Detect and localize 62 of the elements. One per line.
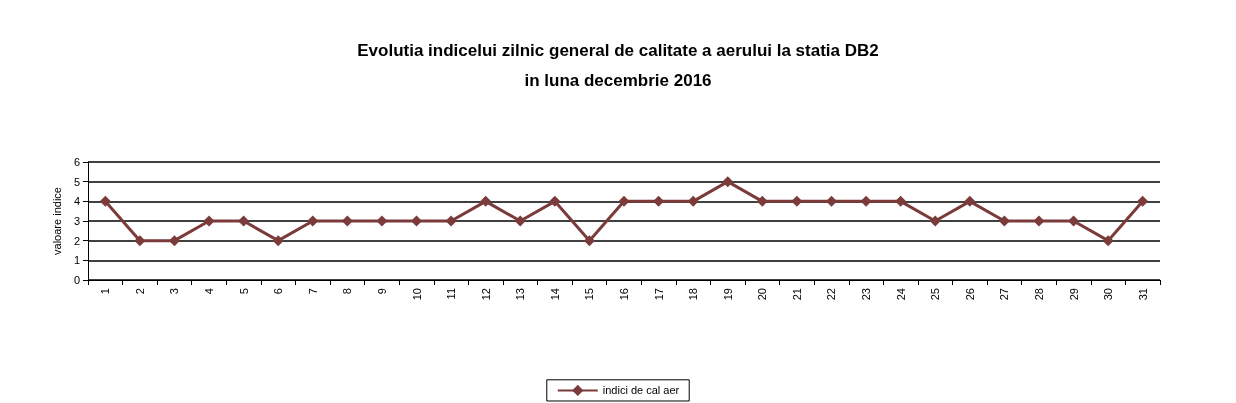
x-tick-label: 29 [1067, 288, 1080, 301]
x-tick-label: 13 [514, 288, 527, 301]
x-tick-label: 20 [756, 288, 769, 301]
x-tick-label: 24 [894, 288, 907, 301]
point [1033, 215, 1045, 227]
point [272, 235, 284, 247]
point [514, 215, 526, 227]
x-tick-label: 21 [790, 288, 803, 301]
x-tick-label: 28 [1032, 288, 1045, 301]
point [134, 235, 146, 247]
point [376, 215, 388, 227]
point [1137, 195, 1149, 207]
y-tick-label: 5 [73, 175, 80, 188]
x-tick-label: 17 [652, 288, 665, 301]
y-tick-label: 4 [73, 195, 80, 208]
x-tick-label: 5 [237, 288, 250, 295]
point [445, 215, 457, 227]
point [99, 195, 111, 207]
x-tick-label: 1 [99, 288, 112, 295]
x-tick-label: 25 [929, 288, 942, 301]
x-tick-label: 10 [410, 288, 423, 301]
point [964, 195, 976, 207]
y-tick-label: 6 [73, 156, 80, 168]
x-tick-label: 14 [548, 288, 561, 301]
x-tick-label: 26 [963, 288, 976, 301]
point [203, 215, 215, 227]
x-tick-label: 18 [687, 288, 700, 301]
point [480, 195, 492, 207]
x-tick-label: 16 [618, 288, 630, 301]
x-tick-label: 4 [203, 288, 216, 295]
point [929, 215, 941, 227]
point [1068, 215, 1080, 227]
x-tick-label: 22 [825, 288, 838, 301]
y-tick-label: 0 [73, 274, 80, 286]
x-tick-label: 30 [1102, 288, 1115, 301]
chart-title: Evolutia indicelui zilnic general de calitate a aerului la statia DB2 in luna decembrie 2016 [357, 40, 879, 90]
point [998, 215, 1010, 227]
x-tick-label: 12 [479, 288, 492, 301]
x-tick-label: 23 [860, 288, 873, 301]
point [722, 176, 734, 188]
point [549, 195, 561, 207]
point [1102, 235, 1114, 247]
x-tick-label: 9 [375, 288, 388, 295]
y-tick-label: 2 [73, 234, 80, 247]
x-tick-label: 8 [341, 288, 354, 295]
point [756, 195, 768, 207]
x-tick-label: 2 [133, 288, 146, 295]
point [583, 235, 595, 247]
x-tick-label: 27 [998, 288, 1011, 301]
x-tick-label: 3 [168, 288, 181, 295]
x-tick-label: 31 [1136, 288, 1149, 301]
legend-label: indici de cal aer [602, 384, 680, 397]
y-tick-label: 1 [73, 254, 80, 267]
x-tick-label: 11 [445, 288, 458, 300]
y-tick-label: 3 [73, 215, 80, 227]
point [895, 195, 907, 207]
point [238, 215, 250, 227]
x-tick-label: 7 [306, 288, 319, 295]
x-tick-label: 19 [721, 288, 734, 301]
x-tick-label: 6 [272, 288, 285, 295]
y-axis-title: valoare indice [51, 187, 64, 255]
x-tick-label: 15 [583, 288, 596, 301]
